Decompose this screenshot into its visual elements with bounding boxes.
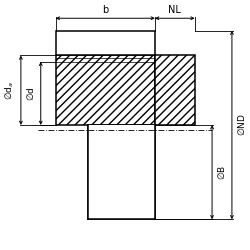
Bar [56, 56, 155, 125]
Bar [88, 125, 155, 219]
Text: NL: NL [168, 4, 181, 15]
Bar [88, 125, 155, 219]
Text: $\varnothing$B: $\varnothing$B [216, 164, 227, 180]
Text: $\varnothing$d$_a$: $\varnothing$d$_a$ [4, 81, 16, 100]
Text: $\varnothing$ND: $\varnothing$ND [236, 114, 247, 136]
Text: $\varnothing$d: $\varnothing$d [25, 86, 36, 101]
Bar [56, 31, 155, 56]
Text: b: b [102, 4, 108, 15]
Bar [155, 56, 195, 125]
